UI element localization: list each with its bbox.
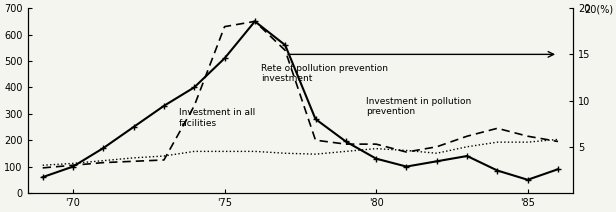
Text: 20(%): 20(%) [584, 4, 613, 14]
Text: Rete of pollution prevention
investment: Rete of pollution prevention investment [261, 64, 388, 83]
Text: Investment in pollution
prevention: Investment in pollution prevention [366, 97, 471, 116]
Text: Investment in all
facilities: Investment in all facilities [179, 109, 256, 128]
